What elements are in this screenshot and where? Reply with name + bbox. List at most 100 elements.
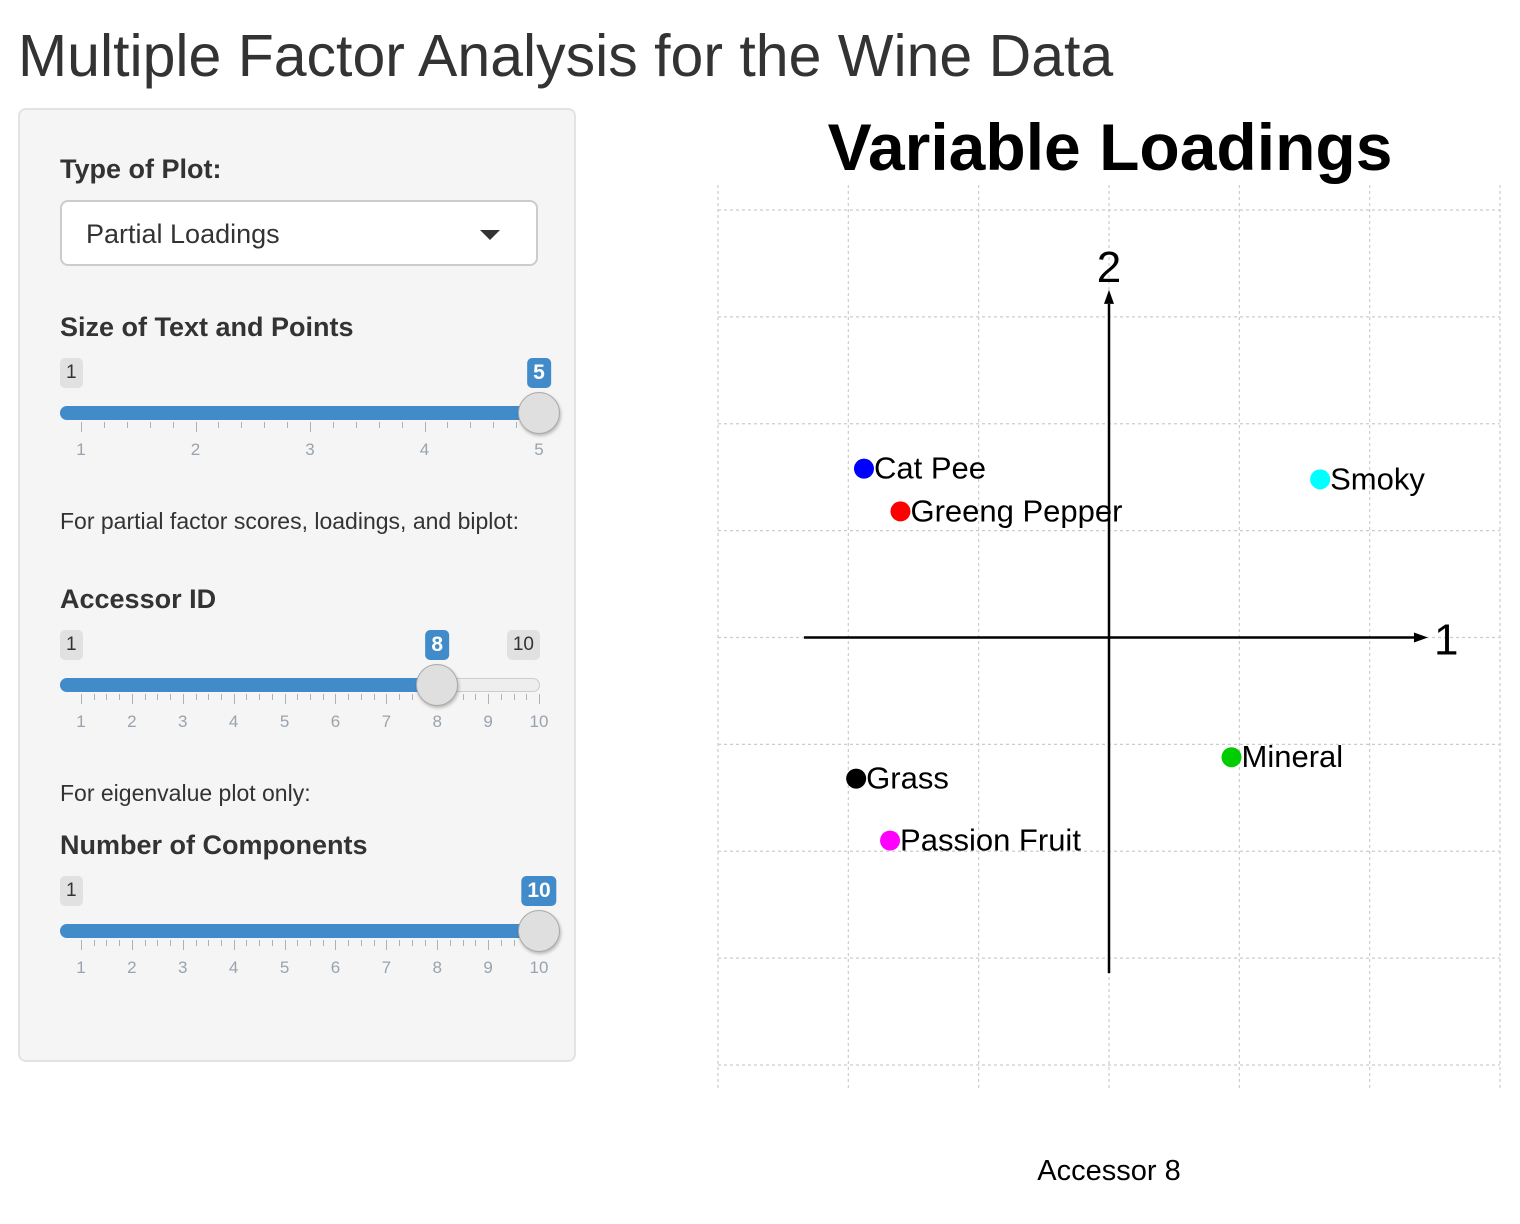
data-point-label: Greeng Pepper: [910, 493, 1122, 528]
slider-minor-tick: [106, 694, 108, 700]
slider-minor-tick: [449, 940, 451, 946]
plot-type-label: Type of Plot:: [60, 154, 222, 184]
slider-minor-tick: [411, 694, 413, 700]
slider-value-badge: 5: [527, 358, 551, 388]
slider-tick-label: 10: [529, 712, 549, 731]
slider-tick-label: 4: [228, 712, 239, 731]
eigen-help-text: For eigenvalue plot only:: [60, 780, 311, 806]
slider-minor-tick: [246, 940, 248, 946]
slider-max-badge: 10: [506, 630, 540, 660]
slider-minor-tick: [195, 694, 197, 700]
slider-major-tick: [182, 694, 184, 704]
slider-major-tick: [131, 940, 133, 950]
slider-minor-tick: [259, 694, 261, 700]
data-point: [890, 501, 911, 522]
data-point-label: Grass: [866, 761, 949, 796]
slider-minor-tick: [144, 940, 146, 946]
data-point-label: Smoky: [1330, 461, 1425, 496]
plot-axes: 12: [804, 243, 1458, 974]
slider-tick-label: 9: [483, 712, 493, 731]
slider-minor-tick: [516, 422, 518, 428]
slider-minor-tick: [475, 940, 477, 946]
slider-major-tick: [335, 694, 337, 704]
plot-type-select[interactable]: Partial Loadings: [60, 200, 538, 266]
slider-handle[interactable]: [416, 664, 459, 706]
slider-minor-tick: [401, 422, 403, 428]
slider-tick-label: 7: [381, 712, 392, 731]
x-axis-caption: Accessor 8: [1037, 1155, 1180, 1187]
slider-tick-label: 8: [432, 712, 442, 731]
slider-minor-tick: [144, 694, 146, 700]
slider-tick-label: 8: [432, 958, 442, 977]
slider-major-tick: [284, 694, 286, 704]
slider-tick-label: 5: [279, 958, 290, 977]
slider-tick-label: 1: [76, 712, 86, 731]
slider-minor-tick: [462, 694, 464, 700]
slider-minor-tick: [470, 422, 472, 428]
plot-points: Cat Pee Greeng Pepper Smoky Mineral Grass Pas…: [846, 451, 1425, 858]
slider-minor-tick: [513, 940, 515, 946]
axis-1-label: 1: [1434, 616, 1458, 665]
slider-minor-tick: [103, 422, 105, 428]
slider-handle[interactable]: [518, 392, 560, 434]
slider-tick-label: 3: [178, 712, 188, 731]
size-slider-label: Size of Text and Points: [60, 312, 354, 342]
slider-minor-tick: [360, 694, 362, 700]
slider-major-tick: [81, 940, 82, 950]
slider-tick-label: 10: [529, 958, 549, 977]
slider-minor-tick: [241, 422, 243, 428]
data-point: [1310, 469, 1331, 490]
accessor-slider[interactable]: 1 10 8 1 2 3 4 5 6 7 8 9 10: [60, 630, 548, 750]
slider-minor-tick: [297, 940, 299, 946]
size-slider[interactable]: 1 5 1 2 3 4 5: [60, 358, 560, 478]
slider-tick-label: 5: [534, 440, 544, 459]
slider-tick-label: 3: [178, 958, 188, 977]
slider-major-tick: [233, 694, 235, 704]
slider-tick-label: 7: [381, 958, 392, 977]
slider-minor-tick: [170, 694, 172, 700]
slider-minor-tick: [126, 422, 128, 428]
data-point: [846, 768, 867, 789]
slider-minor-tick: [93, 694, 95, 700]
data-point: [853, 458, 874, 479]
slider-minor-tick: [170, 940, 172, 946]
slider-tick-label: 1: [76, 440, 86, 459]
slider-major-tick: [233, 940, 235, 950]
plot-type-selected-value: Partial Loadings: [86, 219, 280, 249]
page-title: Multiple Factor Analysis for the Wine Da…: [18, 23, 1114, 89]
slider-value-badge: 8: [425, 630, 450, 660]
slider-minor-tick: [373, 940, 375, 946]
data-point-label: Cat Pee: [874, 451, 986, 486]
slider-minor-tick: [246, 694, 248, 700]
slider-tick-label: 6: [330, 712, 341, 731]
slider-minor-tick: [271, 940, 273, 946]
slider-min-badge: 1: [60, 876, 83, 906]
slider-minor-tick: [526, 694, 528, 700]
slider-minor-tick: [348, 940, 350, 946]
accessor-slider-label: Accessor ID: [60, 584, 217, 614]
slider-major-tick: [335, 940, 337, 950]
data-point: [1221, 747, 1242, 768]
slider-min-badge: 1: [60, 630, 83, 660]
slider-major-tick: [81, 422, 82, 432]
slider-major-tick: [195, 422, 197, 432]
slider-minor-tick: [208, 694, 210, 700]
slider-minor-tick: [332, 422, 334, 428]
slider-minor-tick: [373, 694, 375, 700]
slider-handle[interactable]: [518, 910, 560, 952]
slider-minor-tick: [322, 940, 324, 946]
slider-minor-tick: [218, 422, 220, 428]
components-slider[interactable]: 1 10 1 2 3 4 5 6 7 8 9 10: [60, 876, 560, 996]
slider-minor-tick: [157, 940, 159, 946]
slider-minor-tick: [119, 940, 121, 946]
slider-minor-tick: [500, 694, 502, 700]
slider-minor-tick: [411, 940, 413, 946]
slider-minor-tick: [360, 940, 362, 946]
partial-help-text: For partial factor scores, loadings, and…: [60, 508, 519, 534]
slider-minor-tick: [322, 694, 324, 700]
slider-tick-label: 6: [330, 958, 341, 977]
slider-major-tick: [386, 940, 388, 950]
slider-minor-tick: [310, 940, 311, 946]
slider-major-tick: [386, 694, 388, 704]
